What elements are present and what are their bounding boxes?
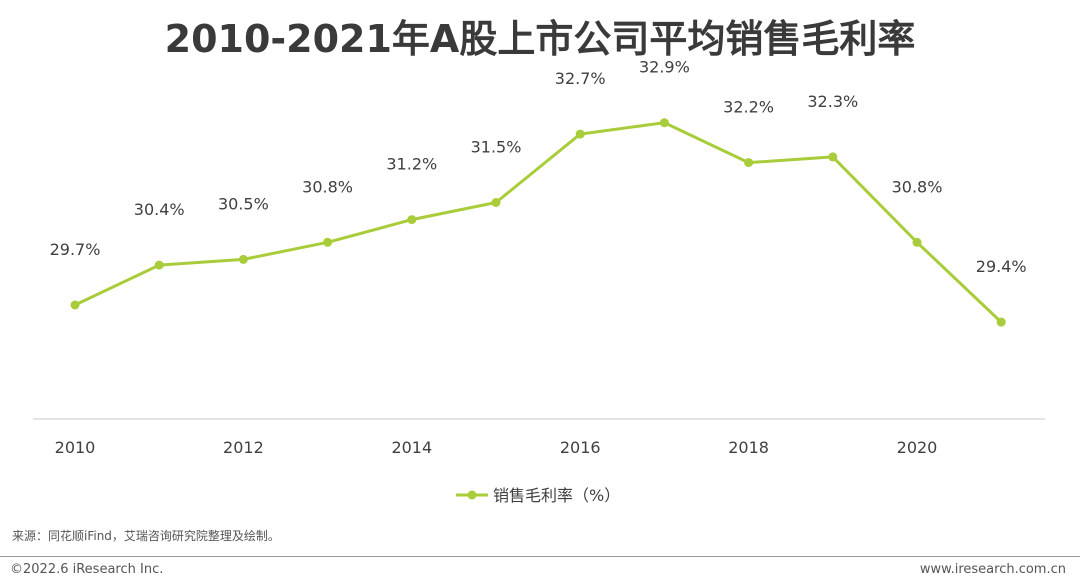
data-label-2016: 32.7% [555,69,606,88]
x-tick-label-2020: 2020 [897,438,938,457]
data-label-2020: 30.8% [892,177,943,196]
data-label-2010: 29.7% [50,240,101,259]
x-tick-label-2016: 2016 [560,438,601,457]
legend-dot-marker [467,490,477,500]
data-point-2017 [659,118,669,128]
data-point-2018 [744,158,754,168]
source-note: 来源：同花顺iFind，艾瑞咨询研究院整理及绘制。 [12,529,280,543]
x-tick-label-2018: 2018 [728,438,769,457]
data-point-2021 [996,317,1006,327]
series-line [74,121,1003,324]
x-tick-label-2012: 2012 [223,438,264,457]
data-point-2012 [238,254,248,264]
data-point-2020 [912,237,922,247]
data-label-2017: 32.9% [639,58,690,77]
data-label-2018: 32.2% [723,98,774,117]
page-title: 2010-2021年A股上市公司平均销售毛利率 [164,17,916,61]
data-point-2014 [407,215,417,225]
data-point-2019 [828,152,838,162]
data-label-2019: 32.3% [807,92,858,111]
data-label-2015: 31.5% [471,138,522,157]
data-label-2012: 30.5% [218,194,269,213]
footer-copyright: ©2022.6 iResearch Inc. [10,562,164,577]
data-point-2016 [575,129,585,139]
data-label-2011: 30.4% [134,200,185,219]
x-tick-label-2010: 2010 [55,438,96,457]
data-label-2021: 29.4% [976,257,1027,276]
data-label-2014: 31.2% [386,155,437,174]
data-point-2010 [70,300,80,310]
data-point-2013 [323,237,333,247]
footer-website[interactable]: www.iresearch.com.cn [919,562,1066,577]
data-point-2011 [154,260,164,270]
data-point-2015 [491,198,501,207]
data-label-2013: 30.8% [302,177,353,196]
legend: 销售毛利率（%） [456,486,620,505]
legend-label: 销售毛利率（%） [493,486,620,505]
x-tick-label-2014: 2014 [391,438,432,457]
footer-divider [0,556,1080,557]
